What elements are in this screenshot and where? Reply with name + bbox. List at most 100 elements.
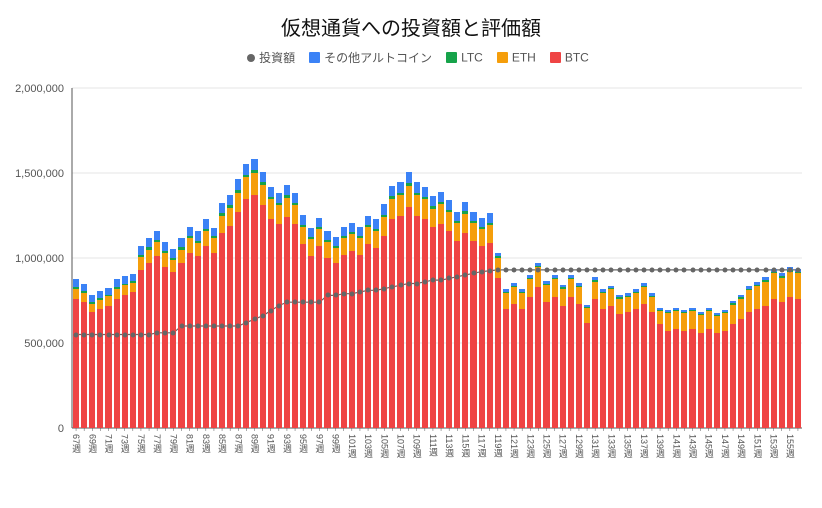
bar-segment-eth [576,287,582,304]
bar-segment-alt [470,212,476,221]
bar-column [122,276,128,428]
bar-segment-alt [154,231,160,240]
bar-segment-btc [251,195,257,428]
bar-segment-alt [105,288,111,295]
bar-segment-btc [373,248,379,428]
bar-segment-eth [779,278,785,303]
bar-segment-btc [114,299,120,428]
bar-segment-eth [373,231,379,248]
bar-segment-eth [406,186,412,207]
bar-segment-alt [187,227,193,236]
bar-segment-btc [260,205,266,428]
bar-segment-eth [511,287,517,304]
y-tick-label: 500,000 [24,338,64,350]
bar-segment-eth [527,279,533,297]
bar-column [649,293,655,428]
bar-segment-btc [324,258,330,428]
bar-segment-btc [479,246,485,428]
bar-column [592,277,598,428]
bar-column [470,212,476,428]
bar-column [195,231,201,428]
bar-column [235,179,241,428]
bar-segment-btc [462,233,468,429]
bar-segment-btc [795,299,801,428]
bar-segment-btc [470,241,476,428]
bar-segment-eth [389,199,395,219]
bar-segment-alt [333,237,339,246]
bar-segment-alt [195,231,201,240]
bar-segment-btc [438,224,444,428]
bar-segment-eth [689,311,695,330]
bar-segment-eth [487,225,493,243]
legend-label: BTC [565,51,589,65]
bar-segment-eth [260,185,266,205]
bar-segment-btc [292,224,298,428]
bar-segment-btc [235,212,241,428]
bar-column [97,291,103,428]
bar-column [762,277,768,428]
bar-segment-alt [97,291,103,298]
bar-segment-eth [235,193,241,213]
bar-column [689,308,695,429]
chart-container: 仮想通貨への投資額と評価額 投資額その他アルトコインLTCETHBTC 0500… [0,0,822,508]
bar-segment-btc [779,302,785,428]
bar-segment-eth [600,293,606,309]
bar-segment-btc [89,312,95,428]
bar-segment-btc [357,255,363,428]
bar-segment-alt [73,279,79,287]
bar-column [381,204,387,428]
bar-segment-eth [251,173,257,195]
bar-column [771,269,777,428]
bar-segment-eth [227,208,233,226]
bar-segment-alt [178,238,184,247]
bar-column [276,193,282,428]
bar-segment-btc [665,331,671,428]
bar-segment-alt [462,202,468,211]
bar-column [414,182,420,428]
bar-segment-btc [81,302,87,428]
bar-segment-eth [584,308,590,322]
bar-column [162,242,168,428]
bar-segment-btc [641,304,647,428]
bar-segment-btc [714,333,720,428]
bar-segment-eth [203,231,209,246]
bar-column [308,228,314,428]
bar-segment-btc [519,309,525,428]
bar-column [527,275,533,428]
bar-segment-btc [454,241,460,428]
bar-segment-eth [195,243,201,257]
bar-segment-eth [430,209,436,228]
bar-segment-eth [722,313,728,331]
bar-segment-alt [430,196,436,206]
bar-segment-btc [568,297,574,428]
bar-segment-eth [592,282,598,299]
bar-segment-btc [138,270,144,428]
bar-segment-alt [308,228,314,237]
bar-column [219,203,225,428]
bar-segment-btc [422,219,428,428]
bar-column [608,286,614,428]
bar-column [446,200,452,428]
bar-segment-alt [276,193,282,203]
bar-segment-eth [162,253,168,267]
bar-segment-alt [316,218,322,227]
bar-column [722,310,728,428]
bar-segment-eth [649,297,655,312]
bar-segment-btc [689,329,695,428]
bar-segment-alt [373,219,379,228]
bar-segment-eth [349,234,355,251]
bar-segment-eth [560,289,566,306]
bar-segment-btc [276,224,282,428]
bar-segment-eth [268,199,274,219]
bar-segment-btc [503,309,509,428]
bar-segment-eth [414,195,420,215]
bar-segment-btc [406,207,412,428]
bar-segment-eth [762,282,768,306]
bar-segment-btc [649,312,655,428]
bar-segment-alt [260,172,266,182]
bar-segment-eth [300,227,306,245]
bar-column [625,293,631,428]
bar-column [479,218,485,428]
legend-swatch [497,52,508,63]
bar-segment-alt [284,185,290,195]
